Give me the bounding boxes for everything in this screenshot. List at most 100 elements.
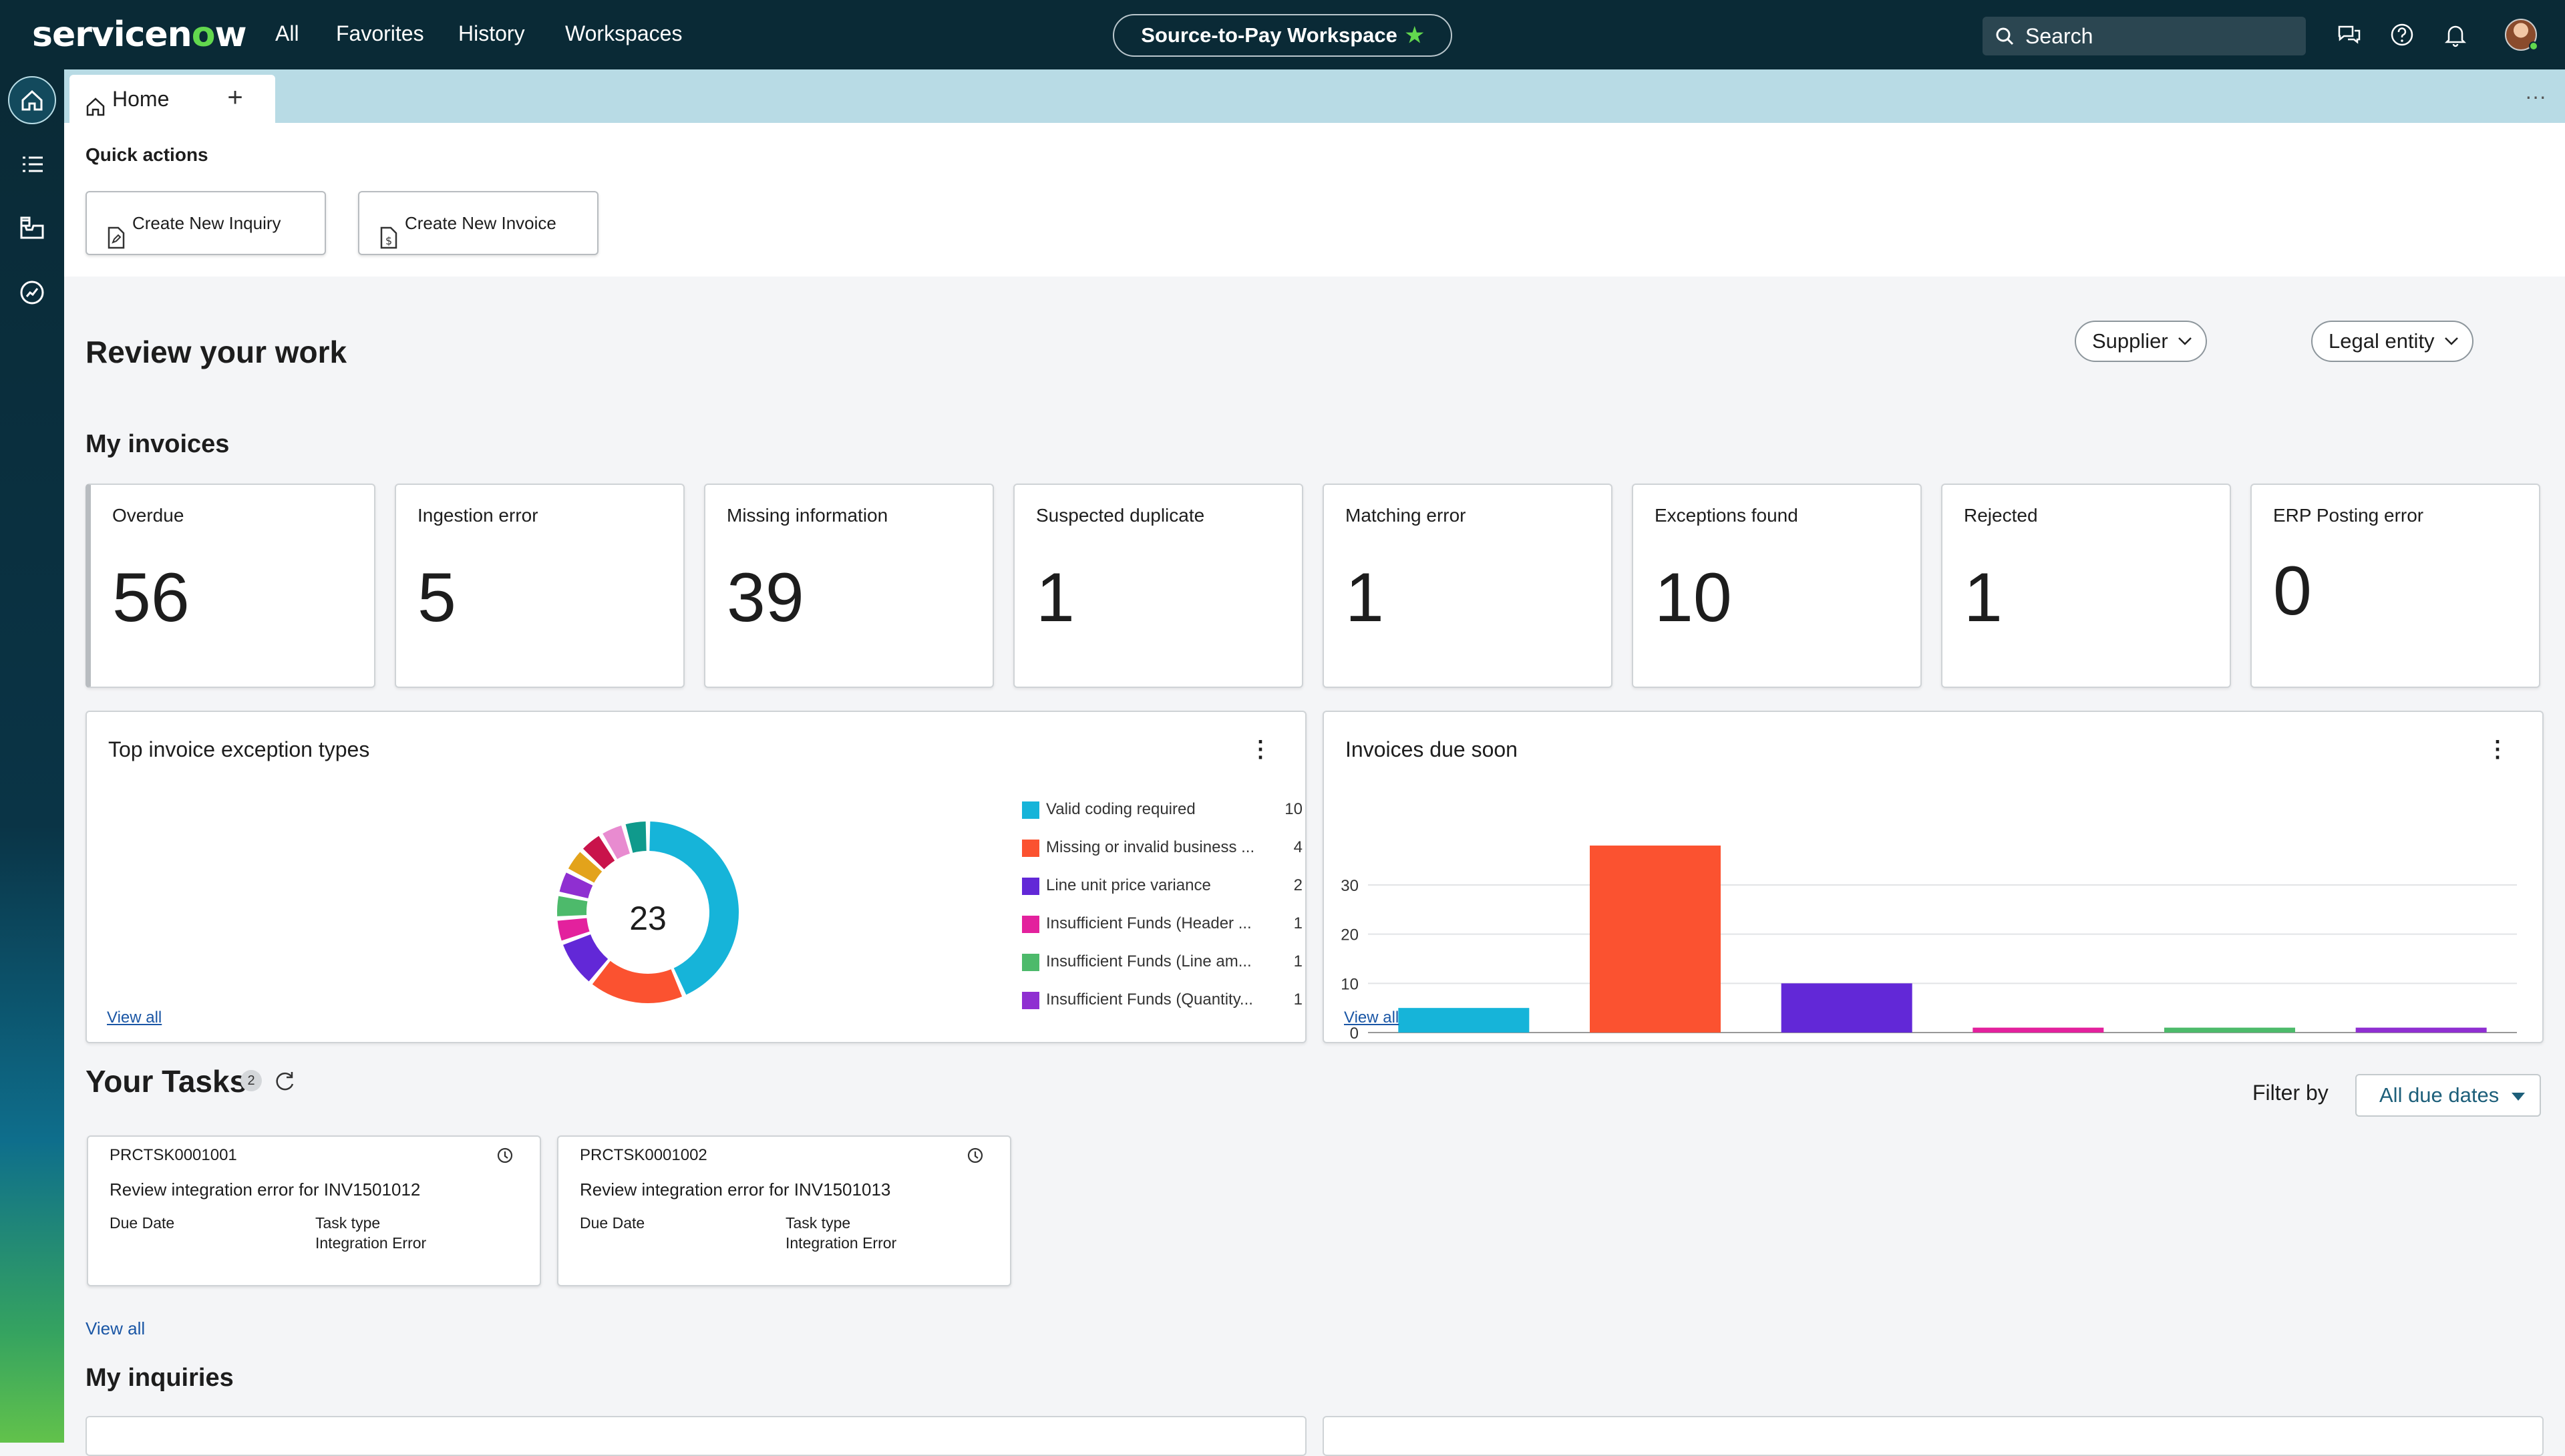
- donut-slice[interactable]: [557, 896, 588, 916]
- help-icon[interactable]: [2389, 21, 2415, 48]
- nav-history[interactable]: History: [458, 21, 525, 45]
- panel-title: Invoices due soon: [1345, 737, 1518, 761]
- refresh-icon[interactable]: [273, 1069, 297, 1097]
- legend-swatch: [1022, 840, 1039, 857]
- invoice-card-count: 0: [2273, 552, 2312, 630]
- bar[interactable]: [1590, 846, 1721, 1033]
- legend-label: Valid coding required: [1046, 800, 1196, 818]
- legend-swatch: [1022, 954, 1039, 971]
- nav-workspaces[interactable]: Workspaces: [565, 21, 683, 45]
- task-type-value: Integration Error: [786, 1234, 897, 1252]
- bar[interactable]: [1781, 983, 1912, 1033]
- notifications-bell-icon[interactable]: [2442, 21, 2469, 48]
- invoice-card-ingestion-error[interactable]: Ingestion error 5: [395, 484, 685, 688]
- nav-all[interactable]: All: [275, 21, 299, 45]
- task-title: Review integration error for INV1501013: [580, 1179, 891, 1200]
- invoices-due-soon-view-all-link[interactable]: View all: [1344, 1009, 1399, 1027]
- create-new-invoice-button[interactable]: $ Create New Invoice: [358, 191, 598, 255]
- global-search-input[interactable]: Search: [1983, 17, 2306, 55]
- bar[interactable]: [1973, 1027, 2104, 1033]
- invoice-card-erp-posting-error[interactable]: ERP Posting error 0: [2250, 484, 2540, 688]
- bar[interactable]: [2355, 1027, 2487, 1033]
- create-new-inquiry-button[interactable]: Create New Inquiry: [86, 191, 326, 255]
- donut-slice[interactable]: [625, 822, 647, 853]
- legend-value: 4: [1293, 838, 1303, 856]
- panel-menu-kebab-icon[interactable]: ⋮: [1249, 737, 1272, 762]
- top-invoice-exception-types-panel: Top invoice exception types ⋮ 23 Valid c…: [86, 711, 1307, 1043]
- more-options-icon[interactable]: ···: [2525, 84, 2546, 108]
- inquiries-panel: [86, 1416, 1307, 1456]
- panel-menu-kebab-icon[interactable]: ⋮: [2486, 737, 2509, 762]
- invoice-card-count: 39: [727, 559, 804, 636]
- quick-actions-title: Quick actions: [86, 144, 208, 165]
- donut-slice[interactable]: [568, 852, 603, 883]
- favorite-star-icon[interactable]: ★: [1405, 23, 1424, 47]
- invoice-card-label: Rejected: [1964, 505, 2038, 526]
- create-new-invoice-label: Create New Invoice: [405, 213, 556, 233]
- workspace-switcher[interactable]: Source-to-Pay Workspace ★: [1113, 14, 1452, 57]
- invoice-card-label: Ingestion error: [417, 505, 538, 526]
- nav-favorites[interactable]: Favorites: [336, 21, 424, 45]
- due-date-filter-value: All due dates: [2379, 1083, 2500, 1107]
- invoice-card-label: Matching error: [1345, 505, 1466, 526]
- analytics-dashboard-icon: [20, 281, 44, 305]
- exception-types-view-all-link[interactable]: View all: [107, 1009, 162, 1027]
- legend-swatch: [1022, 801, 1039, 819]
- invoice-card-count: 1: [1345, 559, 1384, 636]
- top-navigation-bar: servicenow All Favorites History Workspa…: [0, 0, 2565, 69]
- legend-value: 1: [1293, 990, 1303, 1009]
- caret-down-icon: [2512, 1093, 2525, 1101]
- invoices-due-soon-bar-chart[interactable]: 0102030ApprovedDraftExceptions foundPO m…: [1324, 776, 2526, 1043]
- tasks-view-all-link[interactable]: View all: [86, 1318, 146, 1338]
- invoice-card-overdue[interactable]: Overdue 56: [86, 484, 375, 688]
- invoice-card-count: 5: [417, 559, 456, 636]
- servicenow-logo[interactable]: servicenow: [32, 15, 246, 55]
- y-tick-label: 10: [1341, 975, 1359, 993]
- legend-value: 1: [1293, 952, 1303, 970]
- panel-title: Top invoice exception types: [108, 737, 370, 761]
- invoice-card-label: ERP Posting error: [2273, 505, 2424, 526]
- task-card[interactable]: PRCTSK0001002 Review integration error f…: [557, 1135, 1011, 1286]
- supplier-filter-dropdown[interactable]: Supplier: [2075, 321, 2207, 362]
- tab-home[interactable]: Home: [69, 75, 275, 123]
- invoice-card-label: Missing information: [727, 505, 888, 526]
- sidebar-analytics-button[interactable]: [8, 268, 56, 317]
- exception-types-donut-chart[interactable]: 23: [514, 792, 782, 1033]
- svg-text:$: $: [385, 234, 392, 247]
- donut-slice[interactable]: [559, 872, 593, 899]
- my-inquiries-heading: My inquiries: [86, 1364, 234, 1392]
- workspace-name: Source-to-Pay Workspace: [1141, 23, 1397, 47]
- donut-slice[interactable]: [592, 960, 683, 1003]
- task-id: PRCTSK0001002: [580, 1146, 707, 1164]
- donut-slice[interactable]: [582, 836, 615, 870]
- donut-slice[interactable]: [563, 934, 609, 982]
- invoice-card-label: Exceptions found: [1655, 505, 1798, 526]
- legal-entity-filter-dropdown[interactable]: Legal entity: [2311, 321, 2473, 362]
- invoice-card-matching-error[interactable]: Matching error 1: [1323, 484, 1612, 688]
- invoice-card-label: Suspected duplicate: [1036, 505, 1205, 526]
- invoice-card-exceptions-found[interactable]: Exceptions found 10: [1632, 484, 1922, 688]
- invoice-card-suspected-duplicate[interactable]: Suspected duplicate 1: [1013, 484, 1303, 688]
- legend-value: 10: [1285, 800, 1303, 818]
- bar[interactable]: [1398, 1008, 1530, 1033]
- donut-slice[interactable]: [557, 918, 590, 941]
- y-tick-label: 30: [1341, 877, 1359, 895]
- donut-slice[interactable]: [603, 826, 630, 860]
- create-new-inquiry-label: Create New Inquiry: [132, 213, 281, 233]
- due-date-filter-select[interactable]: All due dates: [2355, 1074, 2541, 1117]
- task-type-label: Task type: [315, 1214, 381, 1232]
- add-tab-plus-icon[interactable]: +: [227, 83, 243, 112]
- sidebar-home-button[interactable]: [8, 76, 56, 124]
- donut-slice[interactable]: [649, 822, 739, 995]
- sidebar-list-button[interactable]: [8, 140, 56, 188]
- chevron-down-icon: [2176, 322, 2194, 373]
- task-card[interactable]: PRCTSK0001001 Review integration error f…: [87, 1135, 541, 1286]
- invoice-card-missing-information[interactable]: Missing information 39: [704, 484, 994, 688]
- sidebar-inbox-button[interactable]: [8, 204, 56, 252]
- invoice-card-rejected[interactable]: Rejected 1: [1941, 484, 2231, 688]
- chat-icon[interactable]: [2336, 21, 2363, 48]
- bar[interactable]: [2164, 1027, 2295, 1033]
- legend-label: Insufficient Funds (Line am...: [1046, 952, 1252, 970]
- home-icon: [21, 89, 43, 111]
- document-edit-icon: [107, 212, 126, 274]
